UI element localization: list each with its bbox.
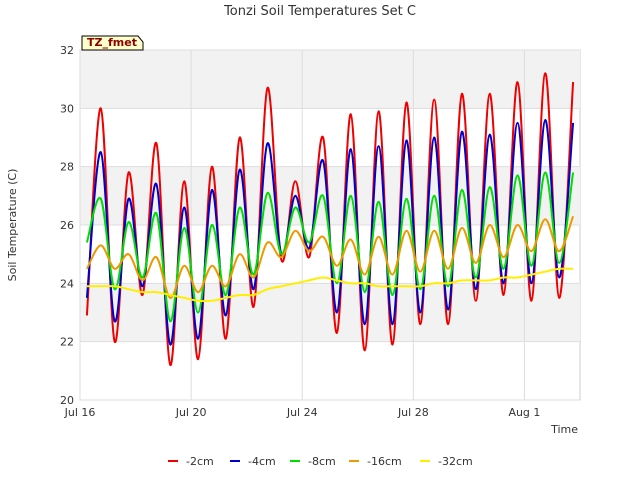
legend-label: -2cm (186, 455, 214, 468)
x-tick-labels: Jul 16 Jul 20 Jul 24 Jul 28 Aug 1 (64, 406, 541, 419)
legend-label: -4cm (248, 455, 276, 468)
station-badge-label: TZ_fmet (87, 36, 137, 49)
station-badge-box (81, 35, 144, 51)
y-tick-labels: 20 22 24 26 28 30 32 (60, 44, 74, 407)
legend-label: -32cm (438, 455, 473, 468)
y-tick-label: 22 (60, 336, 74, 349)
plot-band (80, 166, 580, 225)
legend-label: -16cm (367, 455, 402, 468)
x-tick-label: Jul 20 (175, 406, 207, 419)
legend-label: -8cm (308, 455, 336, 468)
series-lines (85, 72, 575, 367)
series-line-32cm (86, 267, 574, 303)
y-tick-label: 26 (60, 219, 74, 232)
series-line-8cm (85, 171, 575, 323)
y-tick-label: 24 (60, 277, 74, 290)
y-axis-label: Soil Temperature (C) (6, 169, 19, 282)
plot-band (80, 50, 580, 109)
legend: -2cm -4cm -8cm -16cm -32cm (168, 455, 473, 468)
y-tick-label: 28 (60, 161, 74, 174)
x-tick-label: Jul 28 (397, 406, 429, 419)
chart-title: Tonzi Soil Temperatures Set C (223, 4, 416, 19)
series-line-16cm (86, 215, 575, 299)
x-tick-label: Aug 1 (508, 406, 540, 419)
y-tick-label: 30 (60, 102, 74, 115)
x-axis-label: Time (550, 423, 578, 436)
y-tick-label: 32 (60, 44, 74, 57)
y-tick-label: 20 (60, 394, 74, 407)
x-tick-label: Jul 24 (286, 406, 318, 419)
station-badge: TZ_fmet (81, 35, 144, 51)
x-tick-label: Jul 16 (64, 406, 96, 419)
